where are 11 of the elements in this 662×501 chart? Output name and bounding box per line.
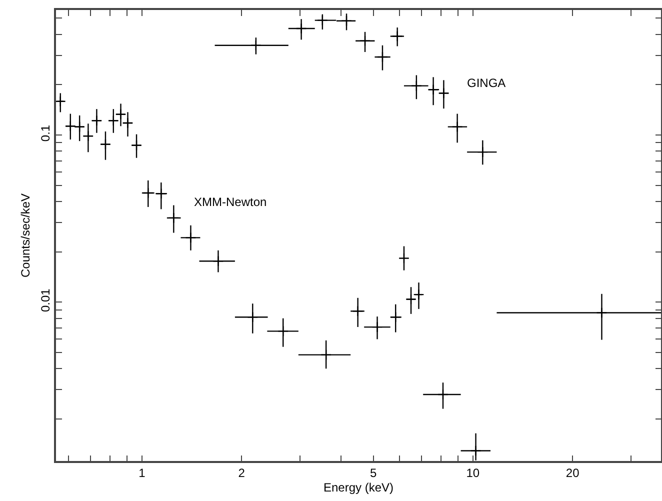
x-tick-label: 2 <box>238 466 246 480</box>
annotation: XMM-Newton <box>194 195 267 209</box>
x-tick-label: 5 <box>370 466 377 480</box>
annotation: GINGA <box>467 76 506 90</box>
x-axis-title: Energy (keV) <box>323 480 394 495</box>
x-tick-label: 1 <box>138 466 146 480</box>
x-tick-label: 20 <box>566 466 580 480</box>
x-tick-label: 10 <box>466 466 480 480</box>
y-axis-title: Counts/sec/keV <box>18 193 32 278</box>
y-tick-label: 0.1 <box>38 124 52 142</box>
y-tick-label: 0.01 <box>38 288 52 312</box>
